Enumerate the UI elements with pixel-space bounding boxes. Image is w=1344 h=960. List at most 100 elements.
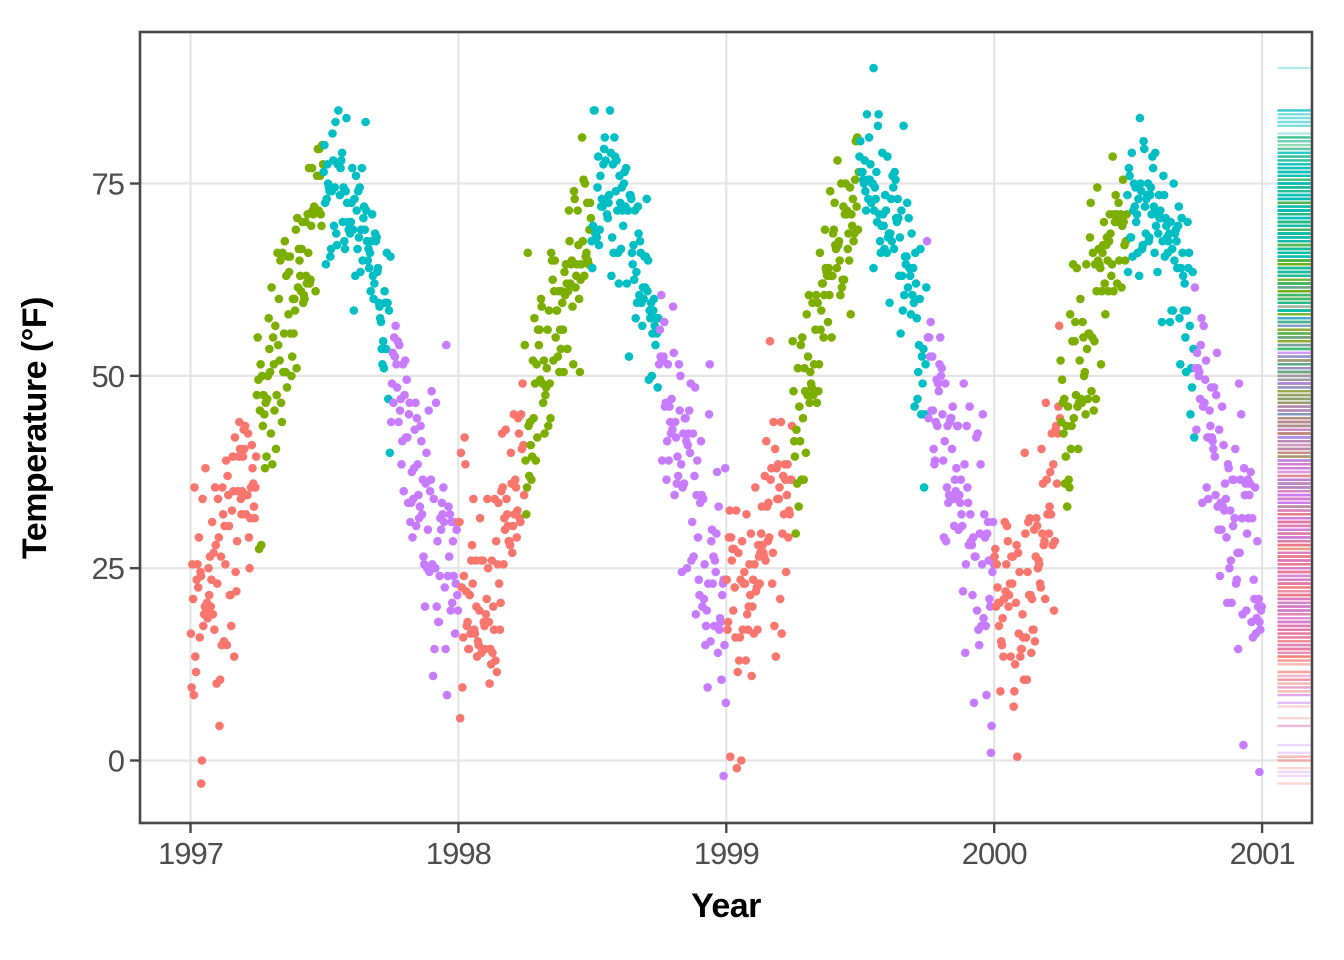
data-point: [730, 583, 739, 592]
data-point: [702, 606, 712, 615]
data-point: [971, 552, 980, 561]
data-point: [1108, 152, 1117, 161]
data-point: [341, 186, 351, 196]
data-point: [350, 194, 359, 204]
data-point: [481, 610, 491, 619]
data-point: [496, 598, 505, 608]
data-point: [635, 236, 645, 246]
data-point: [224, 521, 234, 531]
data-point: [331, 229, 341, 238]
data-point: [292, 363, 301, 373]
data-point: [1010, 660, 1020, 669]
data-point: [354, 233, 364, 242]
data-point: [532, 360, 541, 369]
data-point: [664, 456, 673, 465]
data-point: [966, 510, 975, 519]
data-point: [456, 448, 466, 458]
data-point: [1107, 260, 1117, 269]
data-point: [1245, 490, 1254, 500]
data-point: [1173, 221, 1183, 231]
data-point: [415, 502, 425, 511]
data-point: [643, 256, 653, 265]
data-point: [1254, 594, 1264, 604]
data-point: [663, 360, 673, 369]
data-point: [444, 502, 453, 511]
data-point: [849, 236, 858, 246]
data-point: [478, 556, 488, 565]
data-point: [512, 533, 522, 542]
data-point: [735, 633, 745, 642]
data-point: [629, 240, 638, 250]
data-point: [1189, 433, 1199, 442]
data-point: [732, 763, 742, 773]
data-point: [1208, 436, 1217, 446]
data-point: [336, 163, 345, 173]
data-point: [683, 440, 693, 450]
data-point: [209, 548, 218, 558]
x-tick-label: 1999: [694, 836, 759, 871]
data-point: [432, 602, 442, 611]
data-point: [536, 294, 546, 304]
data-point: [959, 379, 968, 388]
data-point: [585, 198, 595, 208]
data-point: [897, 206, 906, 215]
data-point: [1151, 221, 1161, 231]
data-point: [228, 452, 237, 461]
data-point: [665, 402, 674, 411]
data-point: [895, 233, 905, 242]
data-point: [356, 267, 365, 277]
data-point: [1090, 336, 1099, 346]
data-point: [771, 652, 781, 661]
data-point: [813, 298, 822, 308]
data-point: [844, 256, 854, 265]
data-point: [1192, 348, 1202, 358]
data-point: [376, 317, 386, 327]
data-point: [295, 256, 304, 265]
data-point: [681, 413, 690, 423]
data-point: [1107, 271, 1116, 281]
data-point: [803, 352, 813, 361]
data-point: [1032, 521, 1042, 531]
data-point: [991, 544, 1000, 554]
data-point: [794, 502, 803, 511]
data-point: [1037, 444, 1046, 454]
data-point: [475, 513, 485, 523]
data-point: [543, 325, 552, 335]
data-point: [676, 460, 686, 469]
data-point: [413, 460, 423, 469]
data-point: [1131, 217, 1141, 227]
data-point: [196, 571, 206, 581]
data-point: [634, 229, 643, 238]
data-point: [397, 460, 406, 469]
data-point: [218, 483, 227, 492]
data-point: [904, 213, 913, 223]
data-point: [1075, 356, 1084, 365]
data-point: [690, 383, 700, 392]
data-point: [861, 206, 871, 215]
data-point: [304, 248, 313, 258]
data-point: [265, 344, 274, 354]
data-point: [232, 587, 241, 596]
data-point: [819, 333, 828, 342]
data-point: [889, 183, 898, 192]
data-point: [1125, 171, 1134, 181]
data-point: [721, 698, 731, 708]
data-point: [1132, 210, 1142, 219]
data-point: [365, 248, 375, 258]
data-point: [897, 271, 907, 281]
data-point: [856, 136, 865, 146]
data-point: [1029, 625, 1038, 634]
data-point: [903, 283, 913, 292]
data-point: [729, 606, 738, 615]
data-point: [727, 556, 737, 565]
data-point: [740, 579, 750, 588]
data-point: [837, 283, 847, 292]
data-point: [492, 667, 502, 677]
data-point: [774, 494, 784, 504]
data-point: [546, 413, 555, 423]
data-point: [987, 721, 996, 731]
data-point: [1230, 513, 1239, 523]
data-point: [1188, 267, 1197, 277]
data-point: [1150, 248, 1159, 258]
data-point: [542, 363, 552, 373]
